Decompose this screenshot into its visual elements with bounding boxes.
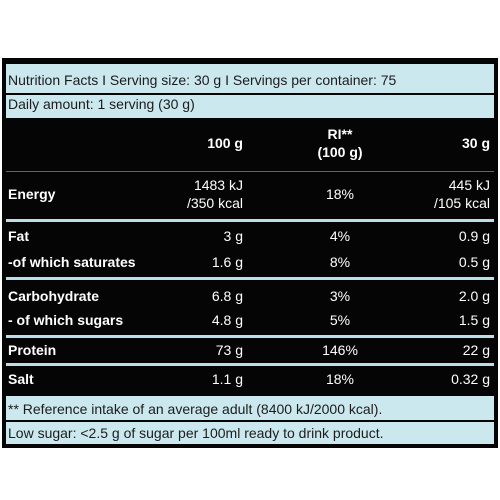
cell: 73 g — [215, 341, 243, 358]
cell: 8% — [329, 253, 351, 270]
cell: 1.6 g — [211, 253, 243, 270]
row-label: Protein — [8, 341, 57, 358]
footer-band — [6, 422, 494, 444]
cell: 1.1 g — [211, 370, 243, 387]
row-label: - of which sugars — [8, 311, 124, 328]
separator — [6, 219, 494, 222]
cell: 2.0 g — [458, 287, 490, 304]
cell: 0.32 g — [451, 370, 490, 387]
cell: 4% — [329, 227, 351, 244]
separator — [6, 363, 494, 366]
cell: 146% — [322, 341, 358, 358]
header-band — [6, 64, 494, 93]
column-header: 100 g — [207, 134, 243, 151]
cell: /105 kcal — [433, 194, 490, 211]
footnote: ** Reference intake of an average adult … — [8, 400, 383, 417]
separator — [6, 171, 494, 172]
row-label: Energy — [8, 185, 56, 202]
cell: 6.8 g — [211, 287, 243, 304]
header-text: Daily amount: 1 serving (30 g) — [8, 95, 195, 112]
row-label: -of which saturates — [8, 253, 136, 270]
separator — [6, 335, 494, 338]
cell: 0.9 g — [458, 227, 490, 244]
cell: 22 g — [462, 341, 490, 358]
row-label: Salt — [8, 370, 34, 387]
separator — [6, 277, 494, 280]
header-band — [6, 95, 494, 118]
column-header: RI** — [327, 125, 353, 142]
cell: 18% — [325, 185, 355, 202]
cell: 1.5 g — [458, 311, 490, 328]
column-header: (100 g) — [317, 143, 363, 160]
header-text: Nutrition Facts I Serving size: 30 g I S… — [8, 71, 397, 88]
footnote: Low sugar: <2.5 g of sugar per 100ml rea… — [8, 424, 384, 441]
footer-band — [6, 396, 494, 420]
column-header: 30 g — [461, 134, 490, 151]
cell: 18% — [325, 370, 355, 387]
row-label: Fat — [8, 227, 29, 244]
cell: 445 kJ — [448, 176, 490, 193]
cell: 1483 kJ — [193, 176, 243, 193]
panel — [2, 58, 498, 448]
cell: 3 g — [223, 227, 243, 244]
row-label: Carbohydrate — [8, 287, 100, 304]
cell: 0.5 g — [458, 253, 490, 270]
cell: 3% — [329, 287, 351, 304]
cell: 4.8 g — [211, 311, 243, 328]
cell: 5% — [329, 311, 351, 328]
cell: /350 kcal — [186, 194, 243, 211]
